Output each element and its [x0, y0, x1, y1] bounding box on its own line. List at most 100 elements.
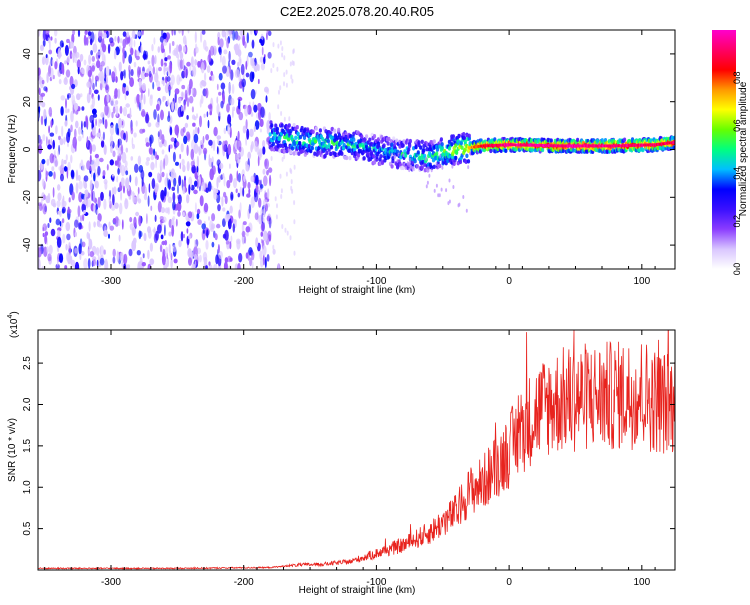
noise-blob: [102, 32, 107, 39]
noise-blob: [97, 94, 100, 101]
noise-blob: [74, 128, 77, 139]
noise-blob: [162, 39, 165, 47]
ridge-cell: [390, 142, 394, 147]
noise-blob: [264, 158, 269, 170]
noise-blob: [272, 248, 276, 255]
noise-blob: [233, 44, 238, 51]
noise-blob: [54, 61, 58, 70]
noise-blob: [292, 61, 295, 66]
noise-blob: [114, 160, 118, 166]
noise-blob: [46, 246, 50, 254]
noise-blob: [94, 153, 99, 159]
noise-blob: [264, 192, 269, 200]
noise-blob: [229, 173, 233, 183]
noise-blob: [164, 186, 167, 197]
noise-blob: [270, 156, 273, 161]
top-y-ticks: 40 20 0 -20 -40: [22, 48, 675, 252]
noise-blob: [218, 91, 222, 96]
noise-blob: [199, 195, 204, 207]
ridge-cell: [311, 129, 315, 134]
noise-blob: [107, 43, 111, 54]
ridge-cell: [455, 149, 459, 155]
noise-blob: [104, 119, 108, 129]
noise-blob: [141, 83, 146, 91]
noise-blob: [151, 43, 154, 52]
noise-blob: [262, 168, 266, 175]
bottom-y-axis-label: SNR (10 * v/v): [7, 418, 18, 482]
ridge-cell: [366, 151, 370, 156]
noise-blob: [52, 187, 55, 198]
colorbar-label: Normalized spectral amplitude: [738, 81, 749, 216]
noise-blob: [93, 89, 99, 95]
ridge-cell: [285, 133, 289, 138]
noise-blob: [88, 54, 92, 65]
noise-blob: [76, 59, 81, 69]
noise-blob: [194, 180, 198, 187]
noise-blob: [216, 223, 221, 229]
noise-blob: [81, 241, 86, 248]
noise-blob: [105, 84, 110, 94]
ridge-cell: [423, 162, 427, 167]
noise-blob: [57, 192, 62, 201]
top-y-tick-label: 20: [22, 96, 33, 108]
noise-blob: [112, 248, 116, 258]
noise-blob: [67, 161, 71, 171]
noise-blob: [66, 56, 70, 63]
ridge-cell: [447, 139, 451, 145]
noise-blob: [172, 200, 176, 211]
noise-blob: [117, 219, 121, 226]
noise-blob: [158, 129, 163, 141]
noise-blob: [112, 194, 115, 206]
noise-blob: [245, 164, 250, 172]
noise-blob: [239, 186, 242, 197]
noise-blob: [182, 58, 185, 70]
noise-blob: [223, 49, 228, 55]
noise-blob: [125, 197, 127, 205]
noise-blob: [167, 86, 172, 91]
noise-blob: [213, 191, 218, 200]
noise-blob: [203, 202, 209, 213]
noise-blob: [171, 41, 175, 46]
top-x-axis-label: Height of straight line (km): [299, 285, 416, 296]
noise-blob: [285, 82, 288, 88]
noise-blob: [149, 136, 152, 148]
noise-blob: [250, 175, 255, 183]
noise-blob: [229, 257, 233, 262]
ridge-cell: [419, 145, 423, 150]
noise-blob: [125, 177, 130, 189]
noise-blob: [161, 149, 165, 155]
noise-blob: [99, 30, 103, 33]
noise-blob: [122, 52, 125, 64]
noise-blob: [75, 142, 77, 152]
noise-blob: [197, 60, 201, 68]
noise-blob: [96, 60, 101, 69]
noise-blob: [63, 136, 66, 145]
noise-blob: [177, 194, 182, 205]
noise-blob: [91, 65, 96, 72]
noise-blob: [172, 151, 176, 163]
ridge-tail-cell: [465, 208, 468, 213]
noise-blob: [254, 120, 260, 130]
noise-blob: [205, 87, 209, 99]
ridge-tail-cell: [448, 178, 451, 183]
noise-blob: [86, 136, 89, 148]
noise-blob: [47, 37, 50, 44]
noise-blob: [194, 202, 197, 213]
noise-blob: [61, 208, 65, 214]
noise-blob: [230, 69, 234, 81]
ridge-cell: [356, 144, 360, 149]
noise-blob: [283, 81, 285, 87]
noise-blob: [57, 47, 62, 60]
noise-blob: [65, 252, 71, 262]
noise-blob: [108, 233, 110, 239]
noise-blob: [123, 185, 125, 194]
noise-blob: [137, 155, 142, 166]
noise-region: [38, 30, 296, 269]
noise-blob: [179, 162, 182, 170]
noise-blob: [263, 56, 266, 65]
noise-blob: [83, 210, 86, 214]
noise-blob: [151, 54, 155, 67]
noise-blob: [74, 231, 78, 237]
noise-blob: [193, 143, 199, 154]
